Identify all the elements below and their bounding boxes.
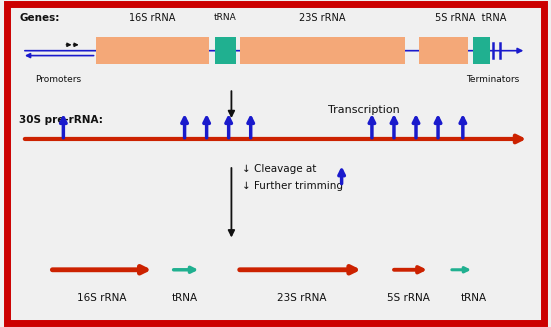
Text: Transcription: Transcription xyxy=(328,105,399,114)
Text: Promoters: Promoters xyxy=(35,75,81,84)
Text: Terminators: Terminators xyxy=(467,75,520,84)
Text: ↓ Further trimming: ↓ Further trimming xyxy=(242,181,343,191)
Bar xyxy=(215,37,236,64)
Bar xyxy=(419,37,468,64)
Text: 30S pre-rRNA:: 30S pre-rRNA: xyxy=(19,115,103,125)
Bar xyxy=(473,37,490,64)
Bar xyxy=(240,37,405,64)
Text: 23S rRNA: 23S rRNA xyxy=(277,293,327,303)
Text: 5S rRNA  tRNA: 5S rRNA tRNA xyxy=(435,13,507,23)
Text: tRNA: tRNA xyxy=(461,293,487,303)
Text: 16S rRNA: 16S rRNA xyxy=(77,293,127,303)
Text: Genes:: Genes: xyxy=(19,13,60,23)
Text: 5S rRNA: 5S rRNA xyxy=(387,293,430,303)
Text: 23S rRNA: 23S rRNA xyxy=(299,13,345,23)
Bar xyxy=(96,37,209,64)
Text: 16S rRNA: 16S rRNA xyxy=(129,13,176,23)
Text: tRNA: tRNA xyxy=(214,13,237,23)
Text: tRNA: tRNA xyxy=(171,293,198,303)
Text: ↓ Cleavage at: ↓ Cleavage at xyxy=(242,164,317,174)
